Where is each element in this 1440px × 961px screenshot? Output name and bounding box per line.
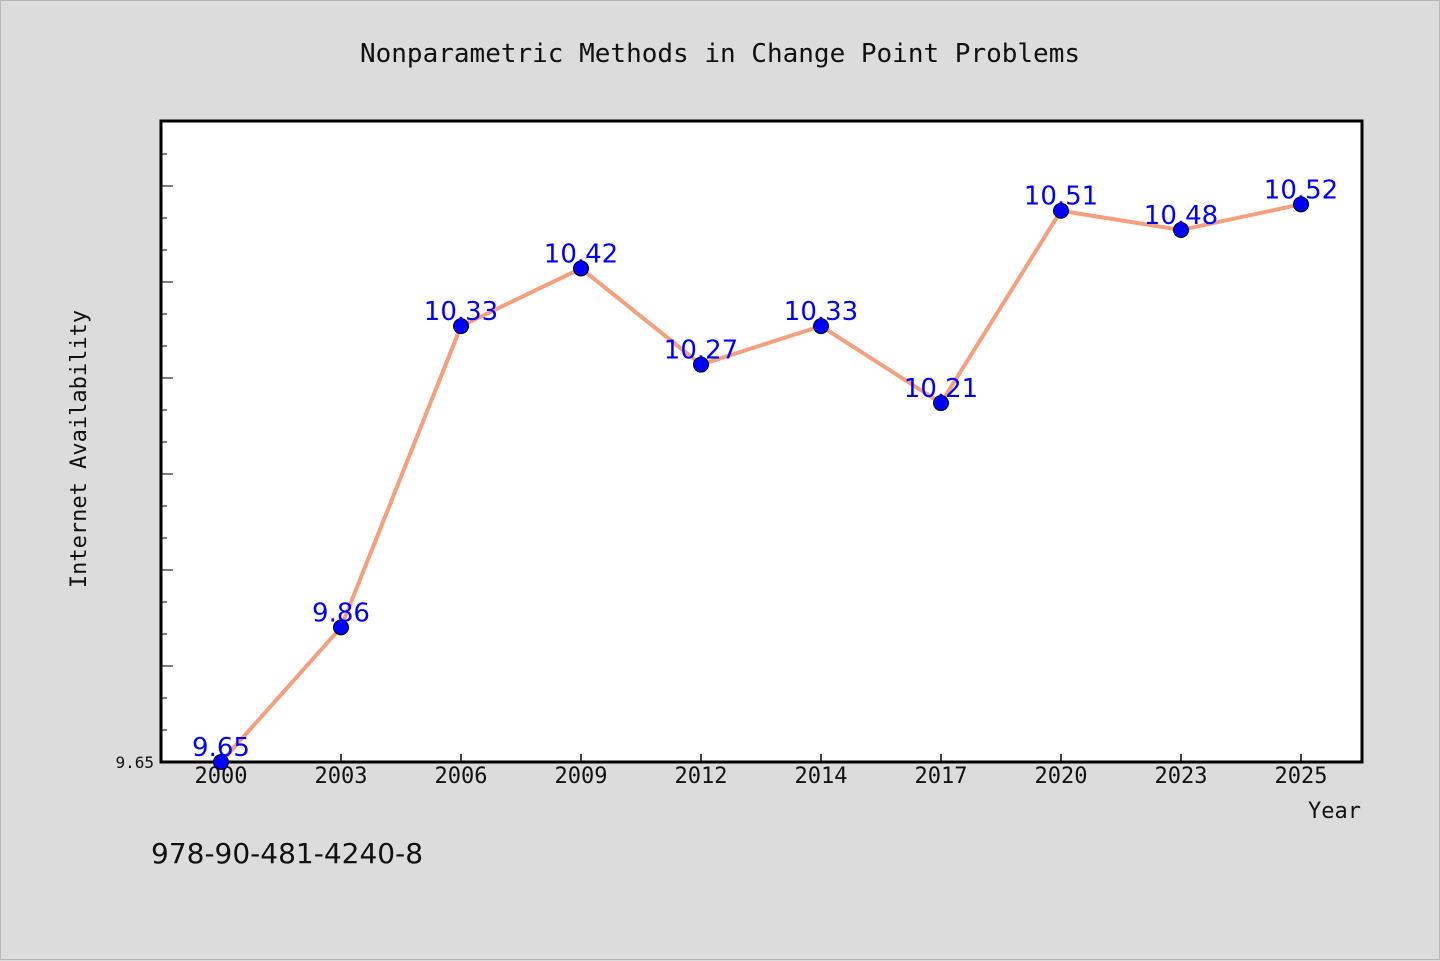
data-label: 10.42 — [544, 239, 618, 269]
x-tick-label: 2017 — [915, 764, 968, 789]
x-tick-label: 2020 — [1035, 764, 1088, 789]
data-point — [1293, 196, 1309, 213]
data-label: 9.65 — [192, 733, 250, 763]
data-point — [1053, 202, 1069, 219]
isbn-label: 978-90-481-4240-8 — [151, 837, 423, 870]
series-line-group — [219, 202, 1302, 764]
data-label: 10.27 — [664, 336, 738, 366]
x-tick-label: 2012 — [675, 764, 728, 789]
data-label: 10.33 — [784, 297, 858, 327]
x-tick-label: 2025 — [1275, 764, 1328, 789]
x-tick-labels: 2000 2003 2006 2009 2012 2014 2017 2020 2023 2025 — [195, 764, 1328, 789]
y-axis-label: Internet Availability — [67, 310, 92, 588]
x-tick-label: 2023 — [1155, 764, 1208, 789]
markers — [213, 196, 1309, 770]
data-label: 10.51 — [1024, 182, 1098, 212]
data-point — [693, 356, 709, 373]
data-label: 10.52 — [1264, 175, 1338, 205]
data-point — [813, 318, 829, 335]
x-tick-label: 2014 — [795, 764, 848, 789]
data-point — [573, 260, 589, 277]
series-line — [219, 202, 1302, 764]
x-tick-label: 2006 — [435, 764, 488, 789]
y-tick-label: 9.65 — [115, 753, 154, 772]
data-point — [333, 619, 349, 636]
chart-title: Nonparametric Methods in Change Point Pr… — [360, 39, 1080, 69]
x-tick-label: 2003 — [315, 764, 368, 789]
data-label: 10.33 — [424, 297, 498, 327]
data-label: 10.21 — [904, 374, 978, 404]
data-point — [453, 318, 469, 335]
data-label: 10.48 — [1144, 201, 1218, 231]
data-point — [933, 395, 949, 412]
data-label: 9.86 — [312, 598, 370, 628]
data-labels: 9.65 9.86 10.33 10.42 10.27 10.33 10.21 10.51 10… — [192, 175, 1338, 763]
x-axis-label: Year — [1308, 799, 1361, 824]
y-axis-ticks — [161, 121, 173, 763]
x-tick-label: 2009 — [555, 764, 608, 789]
data-point — [213, 754, 229, 770]
data-point — [1173, 221, 1189, 238]
